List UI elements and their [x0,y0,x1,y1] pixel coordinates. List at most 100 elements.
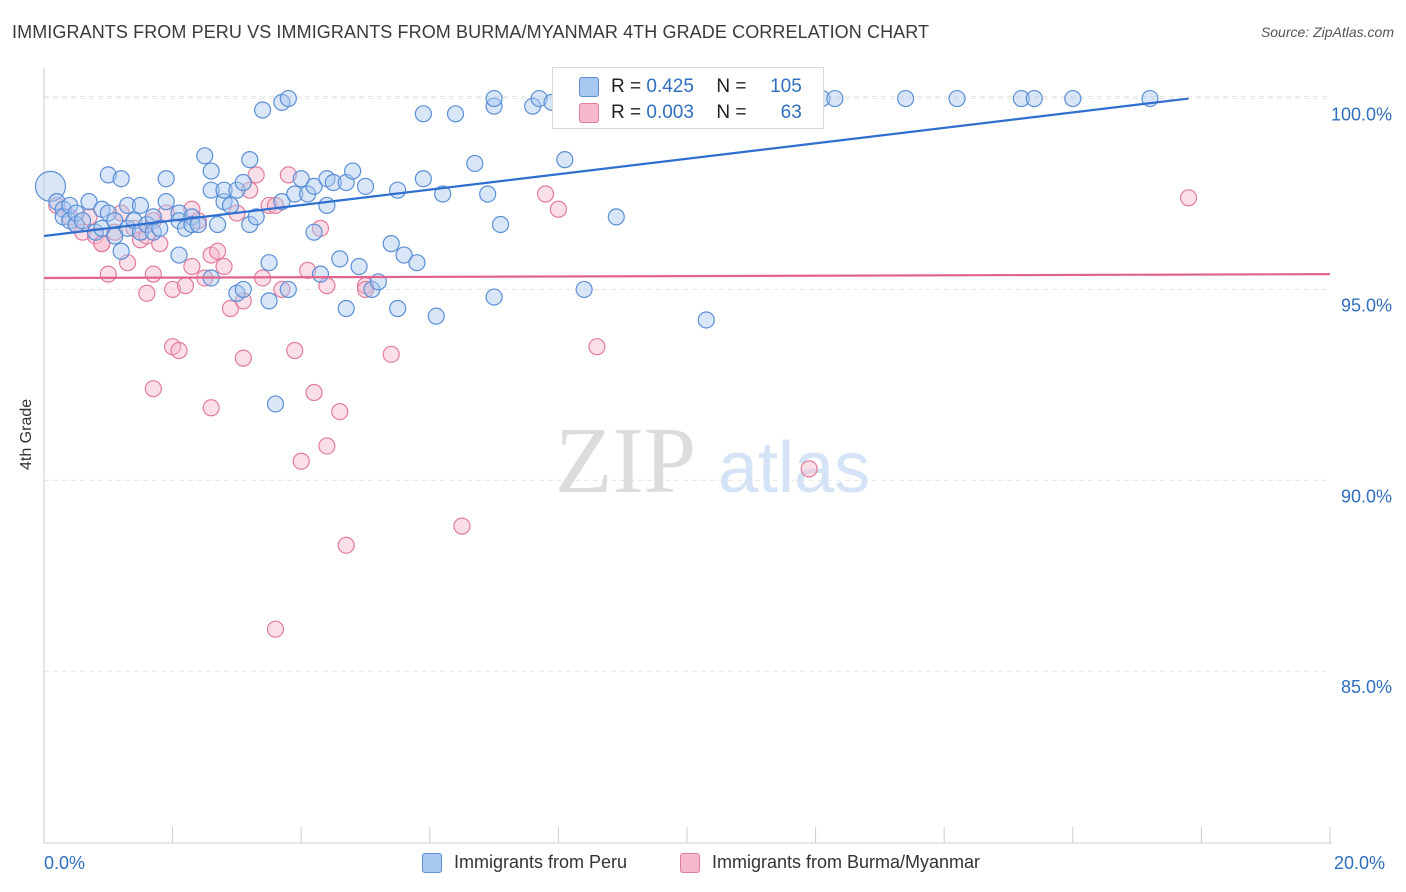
peru-point [389,181,407,199]
peru-point [209,215,227,234]
legend-peru-swatch [422,852,442,873]
peru-point [324,173,342,192]
y-axis-label: 4th Grade [18,398,35,470]
peru-point [427,307,445,325]
burma-point [273,280,291,299]
peru-point [311,265,330,283]
burma-point [318,437,336,455]
peru-point [331,250,349,268]
peru-points [34,89,1159,413]
peru-point [1064,89,1082,108]
peru-point [485,288,503,306]
source-note: Source: ZipAtlas.com [1260,24,1394,40]
peru-point [1012,89,1030,108]
peru-point [826,89,844,108]
peru-point [897,89,915,108]
watermark-atlas: atlas [718,428,870,508]
legend: Immigrants from Peru Immigrants from Bur… [0,850,1406,880]
burma-point [279,166,297,184]
burma-point [215,257,233,276]
peru-point [434,185,452,203]
legend-peru-label: Immigrants from Peru [454,852,628,872]
peru-point [948,89,966,108]
peru-point [254,101,272,119]
peru-swatch [579,77,599,97]
burma-point [549,200,568,218]
peru-point [556,151,574,169]
peru-n-label: N = [716,76,747,97]
peru-point [266,395,285,413]
peru-point [80,193,98,211]
burma-n-value: 63 [780,102,802,123]
peru-point [292,170,310,188]
peru-point [350,257,368,276]
burma-r-value: 0.003 [646,102,694,123]
peru-point [479,185,497,203]
burma-n-label: N = [716,102,747,123]
peru-point [414,170,432,188]
legend-item-burma: Immigrants from Burma/Myanmar [680,852,980,873]
burma-point [138,284,156,302]
y-tick-label: 95.0% [1341,295,1392,315]
peru-point [389,299,407,318]
burma-point [331,402,349,421]
legend-item-peru: Immigrants from Peru [422,852,627,873]
peru-point [157,170,175,188]
peru-point [202,181,220,199]
peru-point [112,170,130,188]
legend-burma-swatch [680,852,700,873]
y-tick-labels: 85.0% 90.0% 95.0% 100.0% [1331,105,1392,698]
axes [43,68,1332,844]
burma-point [588,338,606,356]
burma-point [202,399,220,417]
peru-point [183,215,201,234]
y-tick-label: 90.0% [1341,486,1392,506]
peru-point [466,154,484,173]
burma-point [286,341,304,360]
peru-point [234,280,252,299]
peru-point [118,196,137,215]
peru-n-value: 105 [770,76,802,97]
peru-point [260,254,278,272]
burma-point [234,349,252,367]
peru-point [221,196,240,215]
peru-point [247,208,265,226]
y-tick-label: 100.0% [1331,105,1392,125]
burma-point [1179,189,1198,207]
burma-point [183,257,201,276]
burma-point [144,265,162,283]
peru-point [491,215,510,234]
burma-point [453,517,471,535]
peru-point [697,311,715,329]
burma-point [99,265,117,283]
y-tick-label: 85.0% [1341,677,1392,697]
peru-point [575,280,593,299]
peru-point [157,193,175,211]
burma-point [800,460,818,478]
peru-r-value: 0.425 [646,76,694,97]
burma-point [299,261,317,279]
peru-point [279,280,297,299]
peru-point [151,219,169,237]
peru-point [414,105,432,123]
burma-trend-line [43,273,1331,280]
peru-point [260,292,278,310]
peru-point [241,151,259,169]
burma-point [292,452,310,470]
burma-point [266,620,285,638]
x-max-label: 20.0% [1334,853,1386,873]
burma-point [356,280,375,299]
burma-r-label: R = [611,102,642,123]
peru-point [382,235,400,253]
peru-point [530,89,548,108]
peru-point [273,193,291,211]
peru-point [305,223,323,241]
burma-points [48,166,1198,638]
burma-point [382,345,400,363]
peru-point [356,177,375,195]
burma-point [176,277,195,295]
peru-point [73,212,92,230]
stats-row-burma: R = 0.003 N = 63 [579,102,802,124]
trend-lines [43,97,1331,280]
